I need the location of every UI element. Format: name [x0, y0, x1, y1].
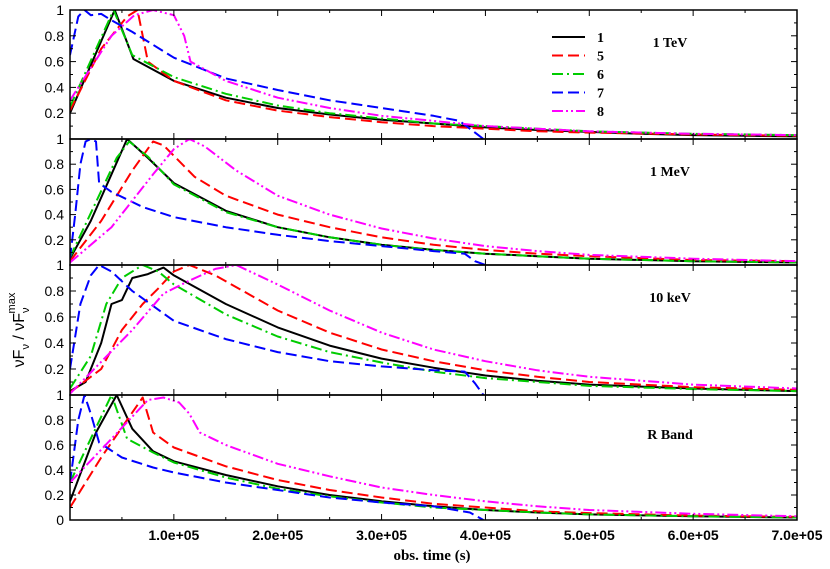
panel-title: 1 TeV — [653, 36, 688, 51]
series-group — [70, 395, 797, 520]
panel-2: 0.2 0.4 0.6 0.8 1 1 MeV — [45, 131, 798, 266]
y-tick-label: 0.4 — [45, 207, 65, 223]
x-tick-label: 3.0e+05 — [356, 527, 407, 543]
y-tick-label: 1 — [56, 2, 64, 18]
x-tick-label: 5.0e+05 — [564, 527, 615, 543]
series-line-7 — [70, 139, 486, 265]
series-line-5 — [70, 10, 797, 137]
x-tick-label: 4.0e+05 — [460, 527, 511, 543]
series-line-8 — [70, 396, 797, 518]
series-line-7 — [70, 10, 485, 139]
series-group — [70, 265, 797, 395]
x-tick-label: 6.0e+05 — [668, 527, 719, 543]
panel-title: 10 keV — [649, 291, 691, 306]
panel-1: 0.2 0.4 0.6 0.8 1 1 TeV — [45, 2, 798, 140]
series-group — [70, 10, 797, 139]
series-line-8 — [70, 10, 797, 137]
y-tick-label: 0.6 — [45, 309, 65, 325]
series-line-1 — [70, 266, 797, 393]
y-tick-label: 0.2 — [45, 361, 65, 377]
series-line-7 — [70, 395, 484, 520]
x-axis-label: obs. time (s) — [393, 548, 470, 564]
y-tick-label: 0.6 — [45, 54, 65, 70]
legend-label-8: 8 — [597, 105, 604, 120]
x-tick-label: 1.0e+05 — [148, 527, 199, 543]
y-tick-label: 1 — [56, 257, 64, 273]
y-tick-label: 0.8 — [45, 283, 65, 299]
y-axis-label: νFν / νFνmax — [6, 292, 32, 367]
series-line-5 — [70, 396, 797, 518]
series-line-6 — [70, 265, 797, 393]
legend-label-7: 7 — [597, 87, 604, 102]
y-tick-label: 0.6 — [45, 437, 65, 453]
series-line-6 — [70, 10, 797, 137]
y-tick-label: 0.2 — [45, 105, 65, 121]
series-line-5 — [70, 140, 797, 263]
x-tick-labels: 1.0e+05 2.0e+05 3.0e+05 4.0e+05 5.0e+05 6.0e+… — [148, 527, 822, 543]
y-tick-label: 0.4 — [45, 79, 65, 95]
x-tick-label: 2.0e+05 — [252, 527, 303, 543]
y-tick-label: 0.8 — [45, 412, 65, 428]
series-line-6 — [70, 140, 797, 264]
x-tick-label: 7.0e+05 — [772, 527, 823, 543]
y-tick-label: 1 — [56, 131, 64, 147]
y-tick-label: 0.2 — [45, 487, 65, 503]
y-tick-label: 0 — [56, 512, 64, 528]
y-tick-label: 0.8 — [45, 28, 65, 44]
y-tick-label: 1 — [56, 387, 64, 403]
series-group — [70, 139, 797, 265]
panel-frame — [69, 138, 798, 266]
panel-frame — [69, 394, 798, 521]
panel-frame — [69, 9, 798, 140]
y-tick-label: 0.4 — [45, 462, 65, 478]
y-tick-label: 0.8 — [45, 156, 65, 172]
y-tick-label: 0.6 — [45, 181, 65, 197]
y-tick-label: 0.2 — [45, 232, 65, 248]
panel-title: R Band — [647, 428, 693, 443]
series-line-8 — [70, 265, 797, 395]
series-line-5 — [70, 265, 797, 394]
legend-label-6: 6 — [597, 68, 604, 83]
panel-3: 0.2 0.4 0.6 0.8 1 10 keV — [45, 257, 798, 396]
series-line-7 — [70, 265, 485, 395]
panel-title: 1 MeV — [650, 165, 690, 180]
panel-4: 0 0.2 0.4 0.6 0.8 1 R Band — [45, 387, 798, 528]
series-line-1 — [70, 10, 797, 138]
legend-label-5: 5 — [597, 50, 604, 65]
y-tick-label: 0.4 — [45, 335, 65, 351]
panel-frame — [69, 264, 798, 396]
series-line-6 — [70, 395, 797, 519]
legend: 1 5 6 7 8 — [552, 31, 604, 120]
series-line-1 — [70, 395, 797, 519]
legend-label-1: 1 — [597, 31, 604, 46]
